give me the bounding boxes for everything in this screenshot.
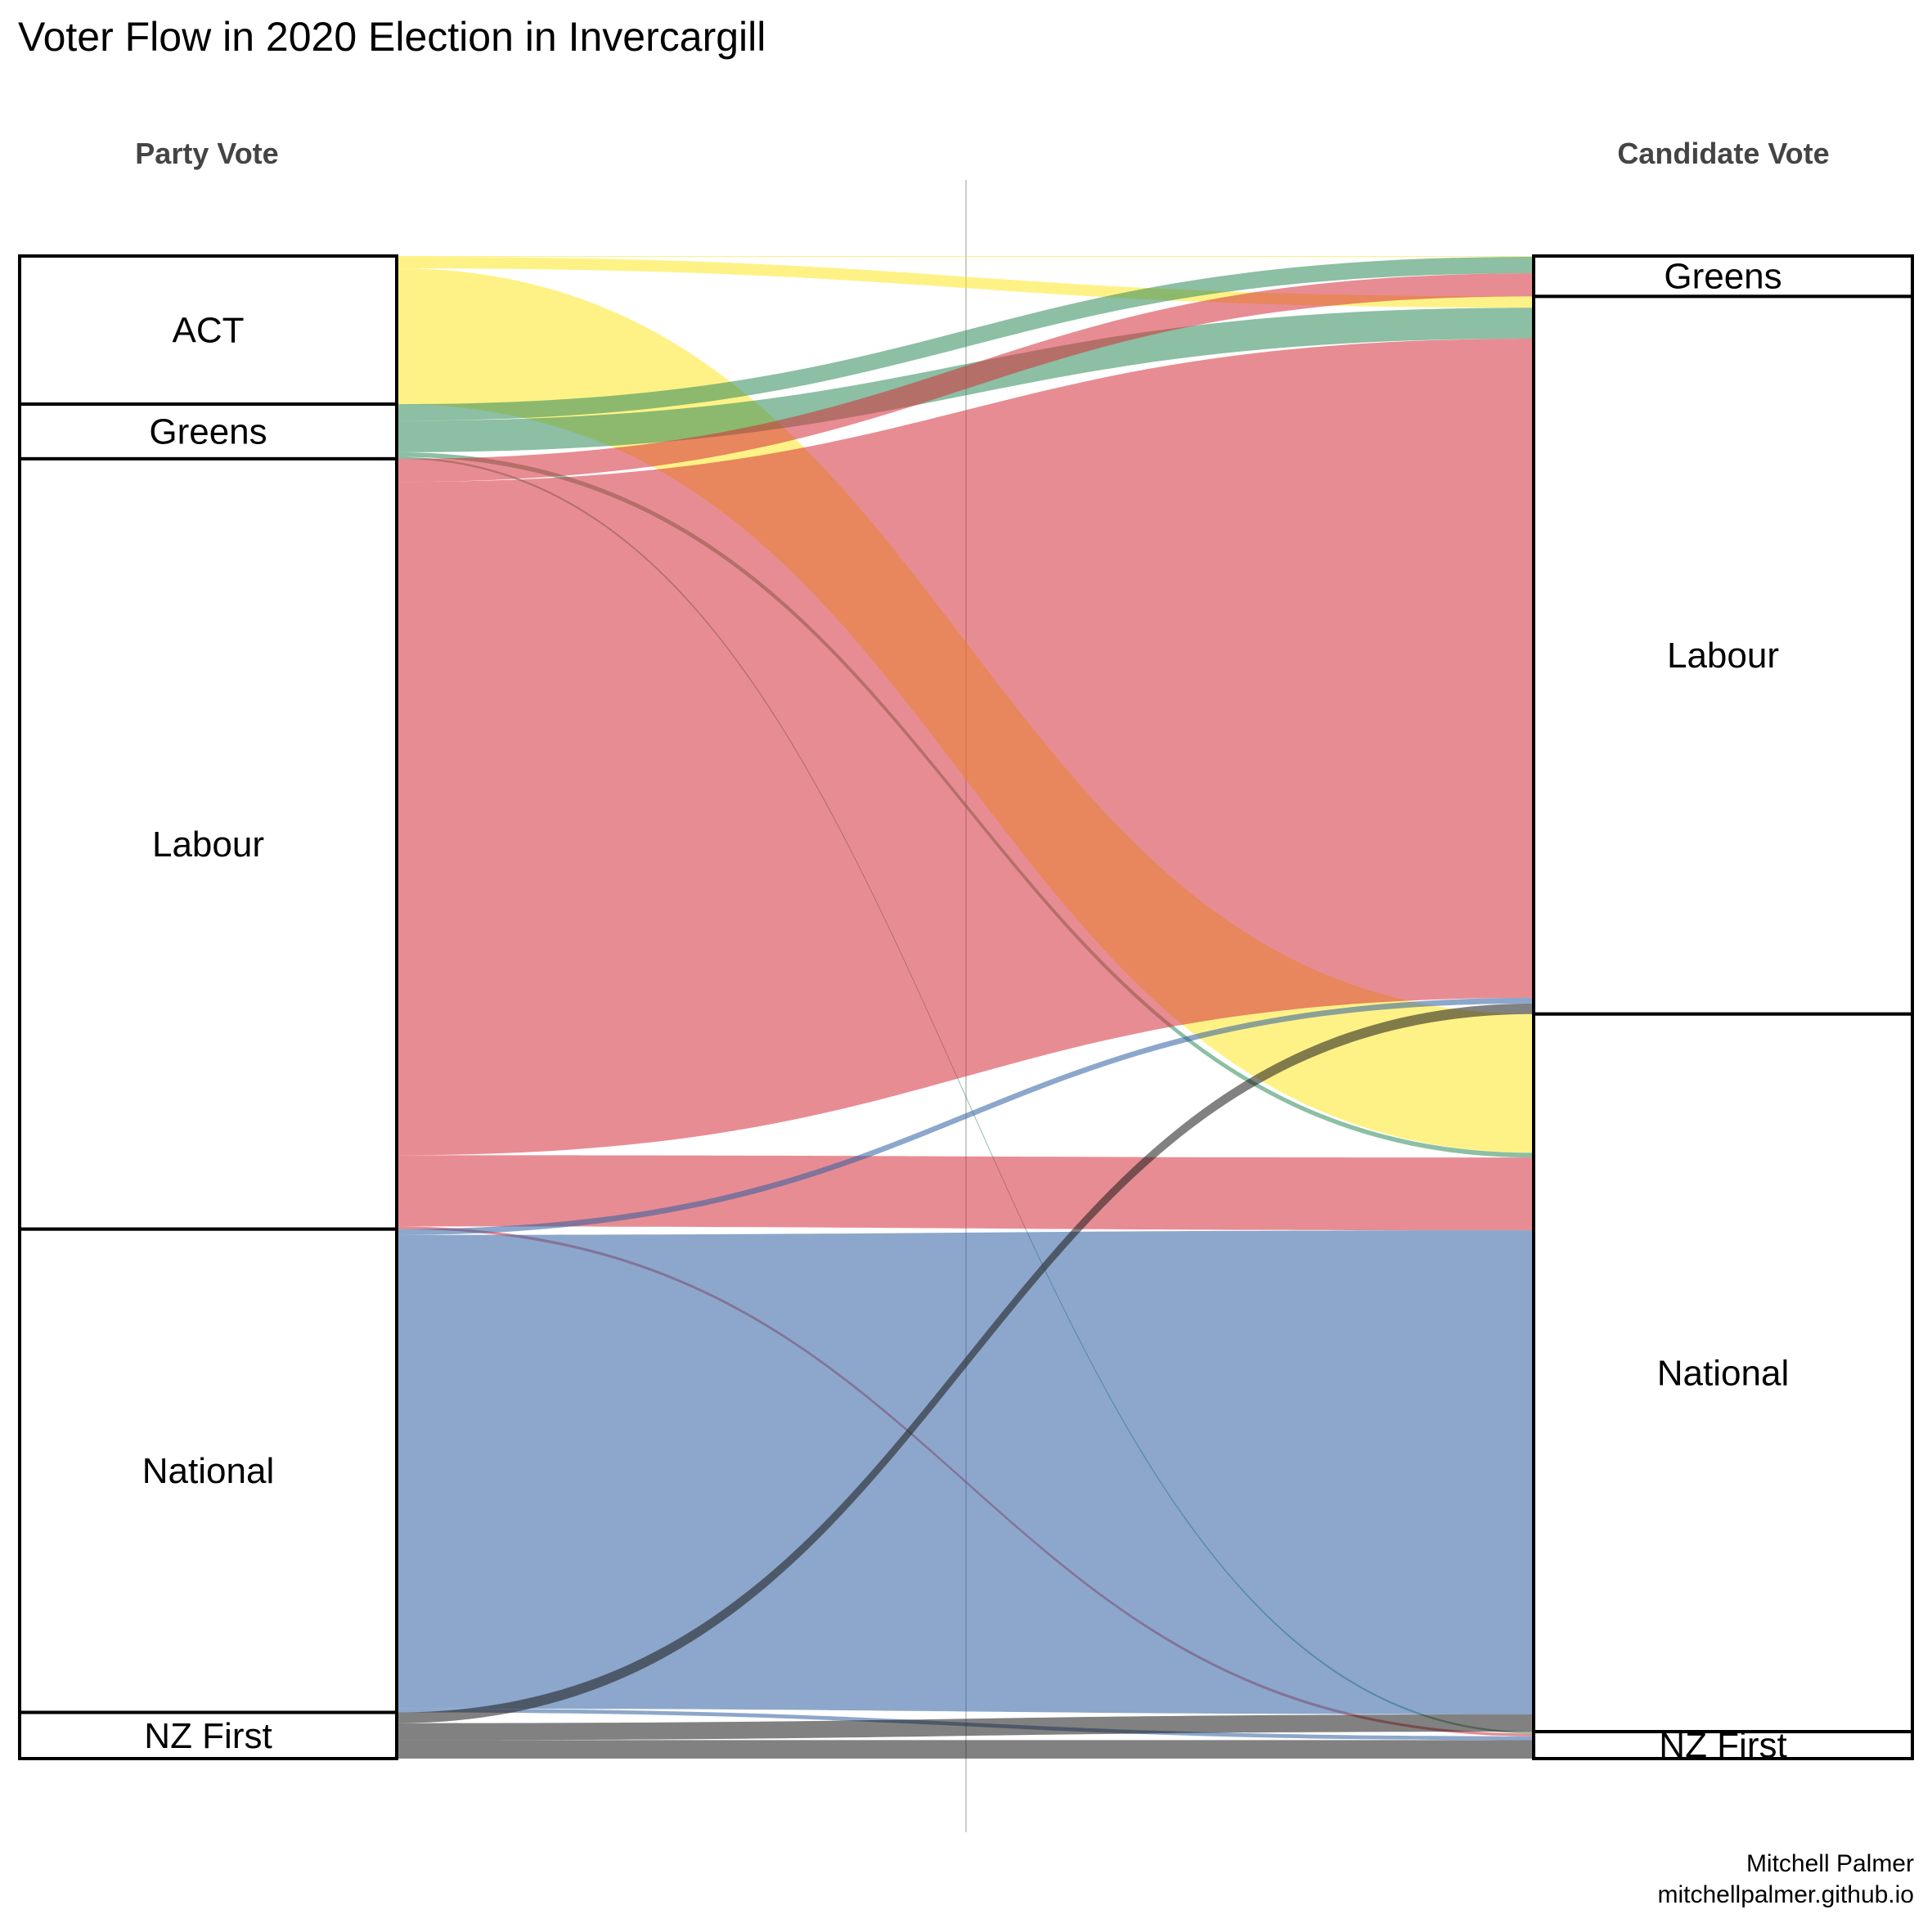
flow-labour-to-labour — [397, 338, 1534, 1156]
flow-act-to-greens — [397, 256, 1534, 257]
flow-labour-to-greens — [397, 273, 1534, 483]
flow-greens-to-nz-first — [397, 456, 1534, 1734]
left-node-label-greens: Greens — [149, 412, 267, 452]
left-axis-label: Party Vote — [135, 137, 278, 170]
flow-greens-to-greens — [397, 256, 1534, 421]
chart-title: Voter Flow in 2020 Election in Invercarg… — [18, 14, 766, 60]
left-node-national — [18, 1227, 398, 1714]
right-node-label-labour: Labour — [1667, 636, 1779, 676]
left-node-act — [18, 254, 398, 407]
flow-nz-first-to-labour — [397, 1003, 1534, 1723]
left-node-label-act: ACT — [173, 311, 245, 351]
flow-layer — [397, 256, 1534, 1759]
flow-national-to-national — [397, 1230, 1534, 1714]
left-node-label-labour: Labour — [152, 824, 264, 865]
left-node-nz-first — [18, 1710, 398, 1761]
right-node-national — [1532, 1012, 1914, 1734]
caption-author: Mitchell Palmer — [1746, 1850, 1914, 1877]
flow-labour-to-national — [397, 1155, 1534, 1231]
flow-nz-first-to-national — [397, 1714, 1534, 1741]
caption-url: mitchellpalmer.github.io — [1658, 1881, 1915, 1908]
right-node-label-nz-first: NZ First — [1659, 1726, 1786, 1766]
flow-national-to-labour — [397, 997, 1534, 1235]
left-node-label-national: National — [142, 1451, 274, 1491]
right-axis-label: Candidate Vote — [1617, 137, 1829, 170]
right-node-label-greens: Greens — [1664, 257, 1781, 297]
right-node-labour — [1532, 294, 1914, 1016]
left-node-labour — [18, 456, 398, 1231]
left-node-label-nz-first: NZ First — [144, 1716, 272, 1756]
right-node-nz-first — [1532, 1730, 1914, 1760]
node-layer: ACT Greens Labour National NZ First Greens Lab… — [18, 254, 1914, 1766]
right-node-label-national: National — [1657, 1353, 1789, 1393]
flow-nz-first-to-nz-first — [397, 1740, 1534, 1759]
